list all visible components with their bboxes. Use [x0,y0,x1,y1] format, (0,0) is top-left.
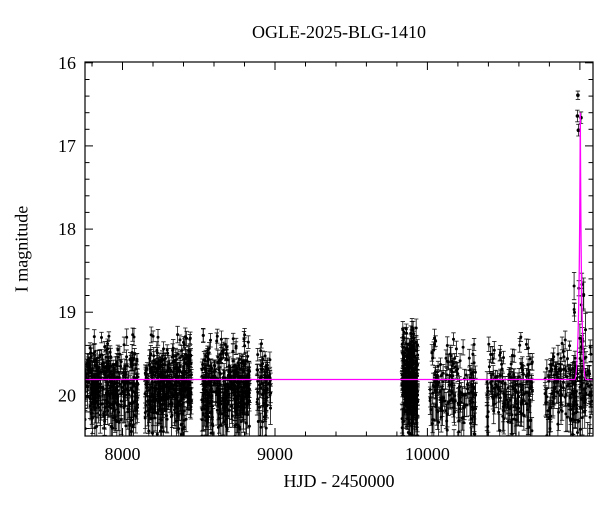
y-tick-label: 16 [58,53,76,73]
x-tick-label: 10000 [405,444,450,464]
y-tick-label: 19 [58,302,76,322]
x-tick-label: 8000 [105,444,141,464]
axis-tick-labels: 8000 9000 10000 16 17 18 19 20 [58,53,450,464]
model-curve [85,112,593,381]
chart-title: OGLE-2025-BLG-1410 [252,22,426,42]
y-tick-label: 20 [58,385,76,405]
plot-frame [84,61,594,437]
error-bars [85,90,593,436]
axis-ticks [85,62,593,436]
data-points [85,93,593,436]
y-tick-label: 18 [58,219,76,239]
x-tick-label: 9000 [257,444,293,464]
x-axis-title: HJD - 2450000 [283,471,395,491]
y-tick-label: 17 [58,136,76,156]
